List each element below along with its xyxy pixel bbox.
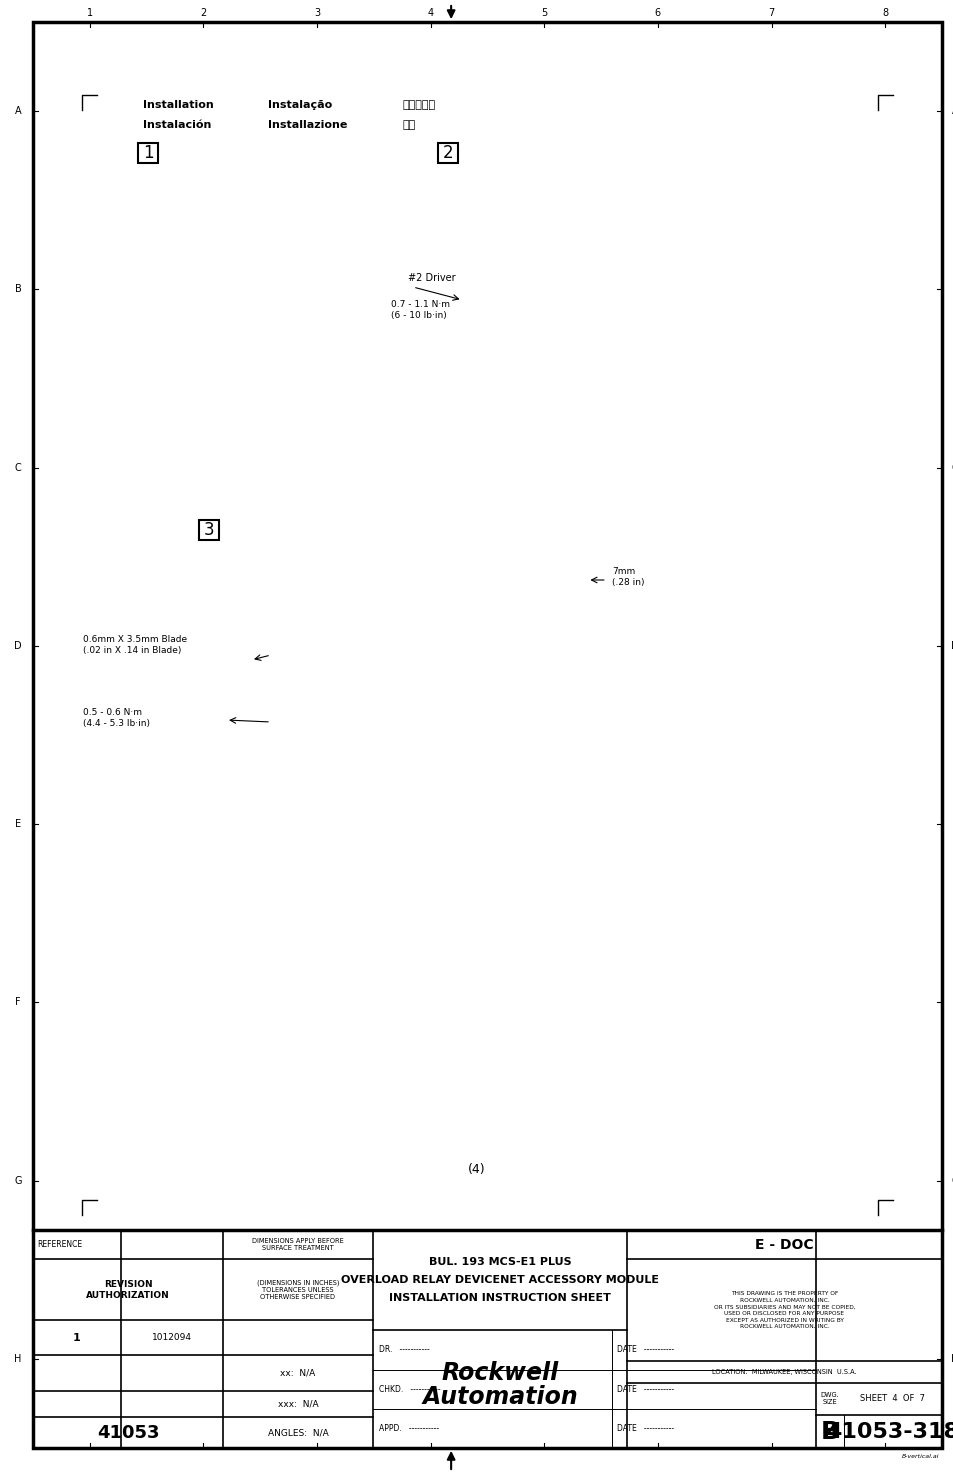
Text: (DIMENSIONS IN INCHES)
TOLERANCES UNLESS
OTHERWISE SPECIFIED: (DIMENSIONS IN INCHES) TOLERANCES UNLESS… [256,1280,339,1299]
Text: 取付け方法: 取付け方法 [402,100,436,111]
Bar [138,143,158,164]
Text: 0.5 - 0.6 N·m
(4.4 - 5.3 lb·in): 0.5 - 0.6 N·m (4.4 - 5.3 lb·in) [83,708,150,727]
Text: DIMENSIONS APPLY BEFORE
SURFACE TREATMENT: DIMENSIONS APPLY BEFORE SURFACE TREATMEN… [252,1238,343,1251]
Text: 0.6mm X 3.5mm Blade
(.02 in X .14 in Blade): 0.6mm X 3.5mm Blade (.02 in X .14 in Bla… [83,636,187,655]
Text: Installation: Installation [143,100,213,111]
Text: B: B [820,1419,839,1444]
Text: A: A [14,106,21,117]
Text: DATE   -----------: DATE ----------- [617,1423,674,1432]
Text: (4): (4) [468,1164,485,1177]
Text: 2: 2 [200,7,207,18]
Text: E - DOC: E - DOC [755,1238,813,1252]
Text: OVERLOAD RELAY DEVICENET ACCESSORY MODULE: OVERLOAD RELAY DEVICENET ACCESSORY MODUL… [340,1276,659,1285]
Text: DWG.
SIZE: DWG. SIZE [820,1392,839,1406]
Text: 2: 2 [442,145,453,162]
Text: 0.7 - 1.1 N·m
(6 - 10 lb·in): 0.7 - 1.1 N·m (6 - 10 lb·in) [391,301,450,320]
Text: ANGLES:  N/A: ANGLES: N/A [268,1428,328,1437]
Text: LOCATION:  MILWAUKEE, WISCONSIN  U.S.A.: LOCATION: MILWAUKEE, WISCONSIN U.S.A. [712,1369,856,1375]
Text: 4: 4 [427,7,434,18]
Text: 1: 1 [73,1333,81,1342]
Text: 8: 8 [882,7,887,18]
Bar [437,143,457,164]
Text: BUL. 193 MCS-E1 PLUS: BUL. 193 MCS-E1 PLUS [428,1257,571,1267]
Text: 3: 3 [314,7,320,18]
Text: G: G [950,1176,953,1186]
Text: B: B [14,285,21,295]
Text: C: C [951,463,953,472]
Text: 1012094: 1012094 [152,1333,192,1342]
Text: H: H [950,1354,953,1364]
Text: 41053: 41053 [96,1423,159,1441]
Text: 7: 7 [767,7,774,18]
Text: DATE   -----------: DATE ----------- [617,1345,674,1354]
Text: 3: 3 [204,521,214,538]
Text: 6: 6 [654,7,660,18]
Text: 安装: 安装 [402,119,416,130]
Text: DR.   -----------: DR. ----------- [378,1345,429,1354]
Text: B: B [951,285,953,295]
Text: 1: 1 [87,7,92,18]
Text: 1: 1 [143,145,153,162]
Text: G: G [14,1176,22,1186]
Text: REFERENCE: REFERENCE [37,1240,82,1249]
Text: F: F [15,997,21,1007]
Text: xx:  N/A: xx: N/A [280,1369,315,1378]
Text: B-vertical.ai: B-vertical.ai [901,1454,938,1459]
Text: Instalación: Instalación [143,119,212,130]
Text: Instalação: Instalação [268,100,332,111]
Text: H: H [14,1354,22,1364]
Text: 7mm
(.28 in): 7mm (.28 in) [612,568,644,587]
Text: THIS DRAWING IS THE PROPERTY OF
ROCKWELL AUTOMATION, INC.
OR ITS SUBSIDIARIES AN: THIS DRAWING IS THE PROPERTY OF ROCKWELL… [713,1291,855,1329]
Text: INSTALLATION INSTRUCTION SHEET: INSTALLATION INSTRUCTION SHEET [389,1294,610,1302]
Text: Rockwell: Rockwell [441,1361,558,1385]
Text: E: E [951,819,953,829]
Text: 41053-318: 41053-318 [825,1422,953,1441]
Text: #2 Driver: #2 Driver [408,273,456,283]
Text: REVISION
AUTHORIZATION: REVISION AUTHORIZATION [86,1280,170,1299]
Text: D: D [950,640,953,650]
Text: CHKD.   -----------: CHKD. ----------- [378,1385,440,1394]
Text: 5: 5 [540,7,547,18]
Text: Installazione: Installazione [268,119,347,130]
Text: SHEET  4  OF  7: SHEET 4 OF 7 [860,1394,924,1403]
Text: DATE   -----------: DATE ----------- [617,1385,674,1394]
Bar [199,521,219,540]
Text: E: E [15,819,21,829]
Text: xxx:  N/A: xxx: N/A [277,1400,318,1409]
Text: F: F [951,997,953,1007]
Text: C: C [14,463,21,472]
Text: APPD.   -----------: APPD. ----------- [378,1423,438,1432]
Text: D: D [14,640,22,650]
Text: A: A [951,106,953,117]
Text: Automation: Automation [421,1385,578,1409]
